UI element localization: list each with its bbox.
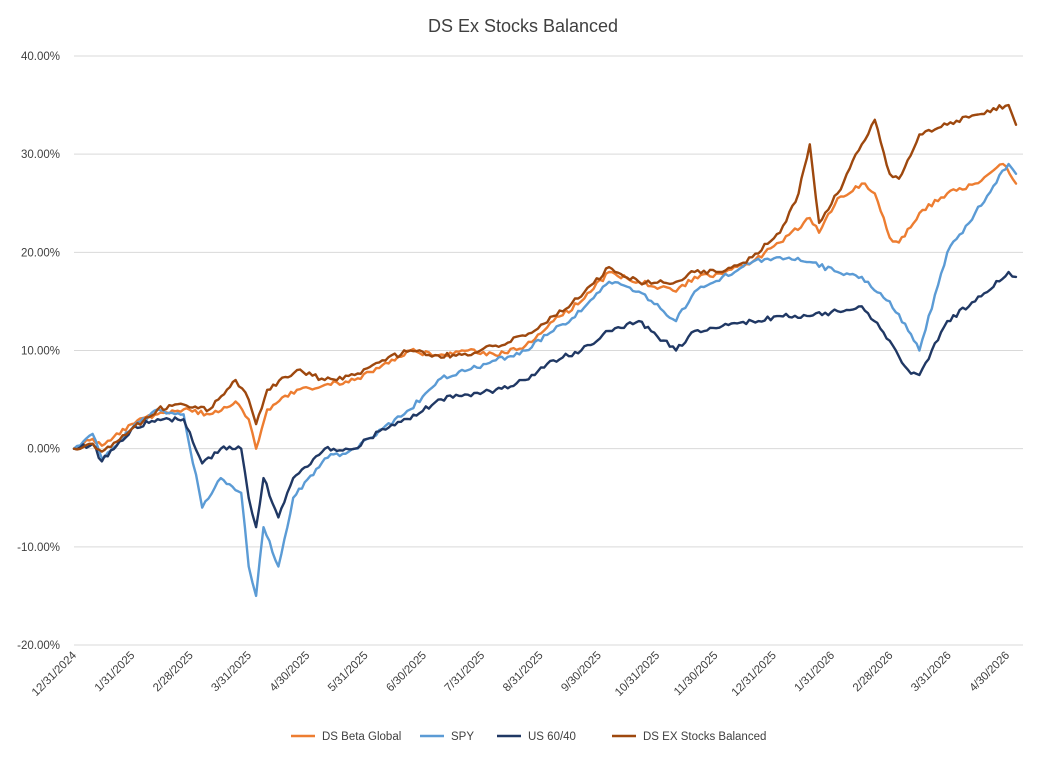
y-tick-label: 20.00% bbox=[21, 247, 60, 259]
x-tick-label: 1/31/2026 bbox=[793, 650, 838, 695]
y-tick-label: -20.00% bbox=[17, 640, 60, 652]
x-axis-ticks: 12/31/2024 1/31/2025 2/28/2025 3/31/2025 4/3… bbox=[30, 649, 1012, 699]
x-tick-label: 1/31/2025 bbox=[93, 650, 138, 695]
x-tick-label: 3/31/2026 bbox=[909, 650, 954, 695]
series-lines bbox=[72, 103, 1018, 598]
x-tick-label: 12/31/2025 bbox=[730, 650, 779, 699]
x-tick-label: 4/30/2025 bbox=[268, 650, 313, 695]
x-tick-label: 7/31/2025 bbox=[443, 650, 488, 695]
x-tick-label: 6/30/2025 bbox=[384, 650, 429, 695]
y-axis-ticks: 40.00% 30.00% 20.00% 10.00% 0.00% -10.00% -20.… bbox=[17, 51, 60, 652]
y-tick-label: 0.00% bbox=[27, 444, 60, 456]
legend-label-1: SPY bbox=[451, 731, 474, 743]
x-tick-label: 9/30/2025 bbox=[559, 650, 604, 695]
series-line-3 bbox=[72, 103, 1018, 453]
legend-label-3: DS EX Stocks Balanced bbox=[643, 731, 766, 743]
series-line-0 bbox=[72, 162, 1018, 450]
x-tick-label: 11/30/2025 bbox=[672, 650, 721, 699]
y-tick-label: 40.00% bbox=[21, 51, 60, 63]
x-tick-label: 10/31/2025 bbox=[613, 650, 662, 699]
x-tick-label: 3/31/2025 bbox=[209, 650, 254, 695]
x-tick-label: 5/31/2025 bbox=[326, 650, 371, 695]
legend-label-2: US 60/40 bbox=[528, 731, 576, 743]
x-tick-label: 4/30/2026 bbox=[967, 650, 1012, 695]
y-tick-label: -10.00% bbox=[17, 542, 60, 554]
series-line-1 bbox=[72, 162, 1018, 598]
y-tick-label: 30.00% bbox=[21, 149, 60, 161]
x-tick-label: 8/31/2025 bbox=[501, 650, 546, 695]
chart-title: DS Ex Stocks Balanced bbox=[428, 16, 618, 36]
legend-label-0: DS Beta Global bbox=[322, 731, 401, 743]
legend: DS Beta Global SPY US 60/40 DS EX Stocks Ba… bbox=[291, 731, 766, 743]
x-tick-label: 2/28/2025 bbox=[151, 650, 196, 695]
y-tick-label: 10.00% bbox=[21, 346, 60, 358]
x-tick-label: 12/31/2024 bbox=[30, 649, 80, 699]
series-line-2 bbox=[72, 270, 1018, 529]
x-tick-label: 2/28/2026 bbox=[851, 650, 896, 695]
